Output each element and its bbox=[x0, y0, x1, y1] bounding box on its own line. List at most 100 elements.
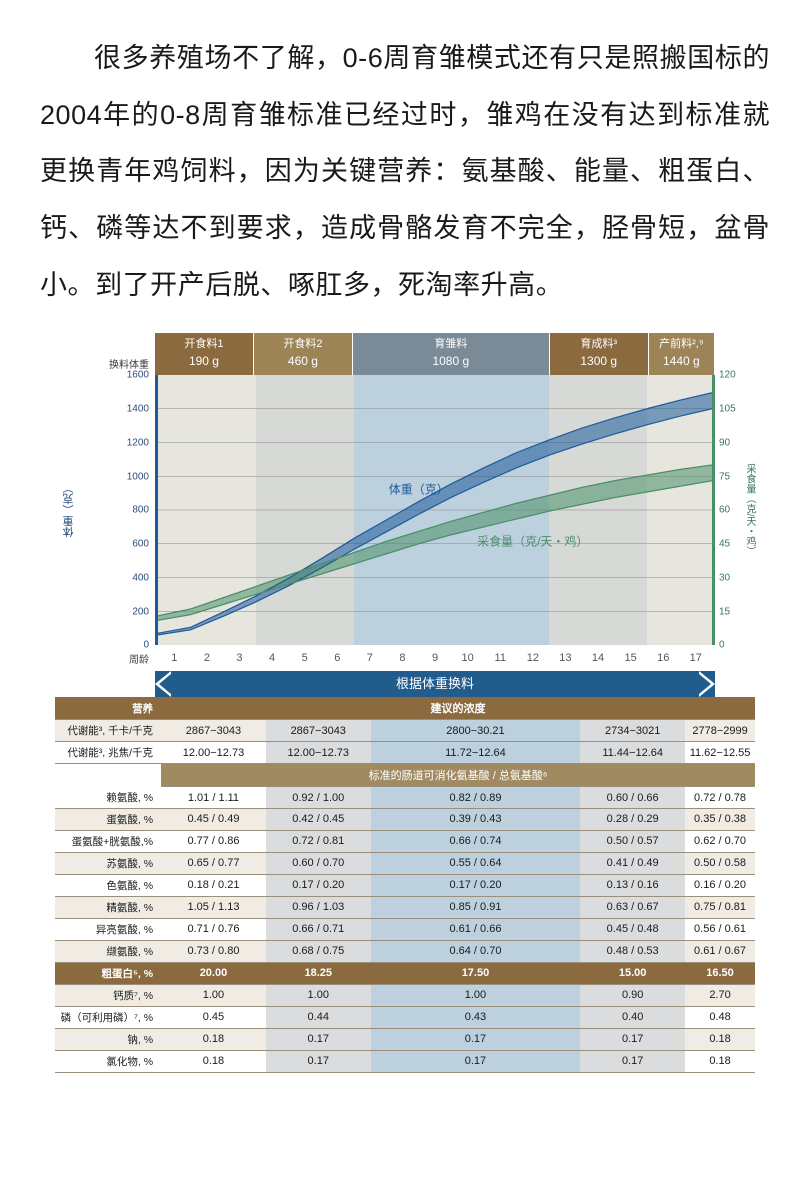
xtick: 6 bbox=[321, 652, 354, 664]
row-label: 代谢能³, 千卡/千克 bbox=[55, 720, 161, 742]
amino-note: 标准的肠道可消化氨基酸 / 总氨基酸⁶ bbox=[161, 764, 755, 787]
ytick-right: 120 bbox=[719, 370, 736, 381]
phase-cell: 育成料³1300 g bbox=[550, 333, 649, 375]
xtick: 10 bbox=[451, 652, 484, 664]
ytick-left: 600 bbox=[132, 539, 149, 550]
body-paragraph: 很多养殖场不了解，0-6周育雏模式还有只是照搬国标的2004年的0-8周育雏标准… bbox=[0, 0, 810, 333]
ytick-right: 15 bbox=[719, 606, 730, 617]
table-cell: 0.96 / 1.03 bbox=[266, 896, 371, 918]
table-cell: 17.50 bbox=[371, 962, 581, 984]
table-cell: 0.16 / 0.20 bbox=[685, 874, 755, 896]
phase-header-row: 换料体重 开食料1190 g开食料2460 g育雏料1080 g育成料³1300… bbox=[55, 333, 755, 375]
table-cell: 0.17 bbox=[580, 1050, 685, 1072]
ytick-left: 0 bbox=[143, 640, 149, 651]
row-label: 代谢能³, 兆焦/千克 bbox=[55, 742, 161, 764]
xtick: 8 bbox=[386, 652, 419, 664]
table-cell: 11.44−12.64 bbox=[580, 742, 685, 764]
xtick: 15 bbox=[614, 652, 647, 664]
table-cell: 0.82 / 0.89 bbox=[371, 787, 581, 809]
nutrition-chart-table: 换料体重 开食料1190 g开食料2460 g育雏料1080 g育成料³1300… bbox=[55, 333, 755, 1073]
table-cell: 2867−3043 bbox=[266, 720, 371, 742]
table-cell: 1.00 bbox=[266, 984, 371, 1006]
table-cell: 12.00−12.73 bbox=[161, 742, 266, 764]
table-cell: 0.42 / 0.45 bbox=[266, 808, 371, 830]
table-cell: 0.17 bbox=[266, 1050, 371, 1072]
table-cell: 0.73 / 0.80 bbox=[161, 940, 266, 962]
table-cell: 0.50 / 0.57 bbox=[580, 830, 685, 852]
table-cell: 12.00−12.73 bbox=[266, 742, 371, 764]
table-cell: 0.17 bbox=[266, 1028, 371, 1050]
table-cell: 0.60 / 0.70 bbox=[266, 852, 371, 874]
table-cell: 0.44 bbox=[266, 1006, 371, 1028]
ytick-right: 75 bbox=[719, 471, 730, 482]
table-cell: 16.50 bbox=[685, 962, 755, 984]
xtick: 17 bbox=[680, 652, 713, 664]
table-cell: 0.17 / 0.20 bbox=[371, 874, 581, 896]
table-cell: 0.75 / 0.81 bbox=[685, 896, 755, 918]
table-cell: 0.90 bbox=[580, 984, 685, 1006]
xtick: 3 bbox=[223, 652, 256, 664]
xtick: 11 bbox=[484, 652, 517, 664]
table-cell: 0.72 / 0.81 bbox=[266, 830, 371, 852]
nutrition-table: 营养建议的浓度代谢能³, 千卡/千克2867−30432867−30432800… bbox=[55, 697, 755, 1073]
xtick: 2 bbox=[191, 652, 224, 664]
phase-cell: 产前料²,⁹1440 g bbox=[649, 333, 715, 375]
row-label: 赖氨酸, % bbox=[55, 787, 161, 809]
switch-bar-body: 根据体重换料 bbox=[155, 671, 715, 697]
table-cell: 2867−3043 bbox=[161, 720, 266, 742]
table-cell: 0.41 / 0.49 bbox=[580, 852, 685, 874]
table-cell: 0.60 / 0.66 bbox=[580, 787, 685, 809]
table-cell: 11.62−12.55 bbox=[685, 742, 755, 764]
table-cell: 0.92 / 1.00 bbox=[266, 787, 371, 809]
table-cell: 1.01 / 1.11 bbox=[161, 787, 266, 809]
series-label: 采食量（克/天・鸡） bbox=[477, 532, 588, 549]
ytick-right: 45 bbox=[719, 539, 730, 550]
row-label: 钠, % bbox=[55, 1028, 161, 1050]
table-cell: 0.18 / 0.21 bbox=[161, 874, 266, 896]
table-cell: 0.77 / 0.86 bbox=[161, 830, 266, 852]
row-label: 氯化物, % bbox=[55, 1050, 161, 1072]
table-cell: 0.62 / 0.70 bbox=[685, 830, 755, 852]
chart-area: 体重（克） 02004006008001000120014001600 体重（克… bbox=[55, 375, 755, 645]
table-cell: 0.50 / 0.58 bbox=[685, 852, 755, 874]
table-cell: 0.17 / 0.20 bbox=[266, 874, 371, 896]
series-label: 体重（克） bbox=[389, 481, 449, 498]
ytick-right: 105 bbox=[719, 404, 736, 415]
table-cell: 0.17 bbox=[371, 1050, 581, 1072]
row-label: 异亮氨酸, % bbox=[55, 918, 161, 940]
ytick-left: 1600 bbox=[127, 370, 149, 381]
table-cell: 1.00 bbox=[371, 984, 581, 1006]
row-label: 粗蛋白⁵, % bbox=[55, 962, 161, 984]
table-cell: 0.45 / 0.49 bbox=[161, 808, 266, 830]
ytick-left: 800 bbox=[132, 505, 149, 516]
table-cell: 0.18 bbox=[161, 1050, 266, 1072]
y-left-label: 体重（克） bbox=[61, 483, 77, 538]
table-cell: 0.13 / 0.16 bbox=[580, 874, 685, 896]
table-cell: 0.63 / 0.67 bbox=[580, 896, 685, 918]
table-cell: 0.66 / 0.74 bbox=[371, 830, 581, 852]
xtick: 9 bbox=[419, 652, 452, 664]
phase-cell: 开食料1190 g bbox=[155, 333, 254, 375]
row-label: 钙质⁷, % bbox=[55, 984, 161, 1006]
table-cell: 0.72 / 0.78 bbox=[685, 787, 755, 809]
table-cell: 0.55 / 0.64 bbox=[371, 852, 581, 874]
table-cell: 0.39 / 0.43 bbox=[371, 808, 581, 830]
ytick-left: 1400 bbox=[127, 404, 149, 415]
ytick-left: 1200 bbox=[127, 437, 149, 448]
table-cell: 0.45 / 0.48 bbox=[580, 918, 685, 940]
ytick-left: 400 bbox=[132, 572, 149, 583]
table-header: 建议的浓度 bbox=[161, 697, 755, 720]
table-cell: 2800−30.21 bbox=[371, 720, 581, 742]
xtick: 13 bbox=[549, 652, 582, 664]
plot-region: 体重（克） 采食量（克/天・鸡） bbox=[155, 375, 715, 645]
table-cell: 0.71 / 0.76 bbox=[161, 918, 266, 940]
xtick: 5 bbox=[288, 652, 321, 664]
x-axis: 周龄 1234567891011121314151617 bbox=[55, 645, 755, 671]
table-cell: 0.61 / 0.67 bbox=[685, 940, 755, 962]
row-label: 磷（可利用磷）⁷, % bbox=[55, 1006, 161, 1028]
switch-bar: 根据体重换料 bbox=[55, 671, 755, 697]
ytick-right: 30 bbox=[719, 572, 730, 583]
table-cell: 0.35 / 0.38 bbox=[685, 808, 755, 830]
row-label: 缬氨酸, % bbox=[55, 940, 161, 962]
table-cell: 2734−3021 bbox=[580, 720, 685, 742]
